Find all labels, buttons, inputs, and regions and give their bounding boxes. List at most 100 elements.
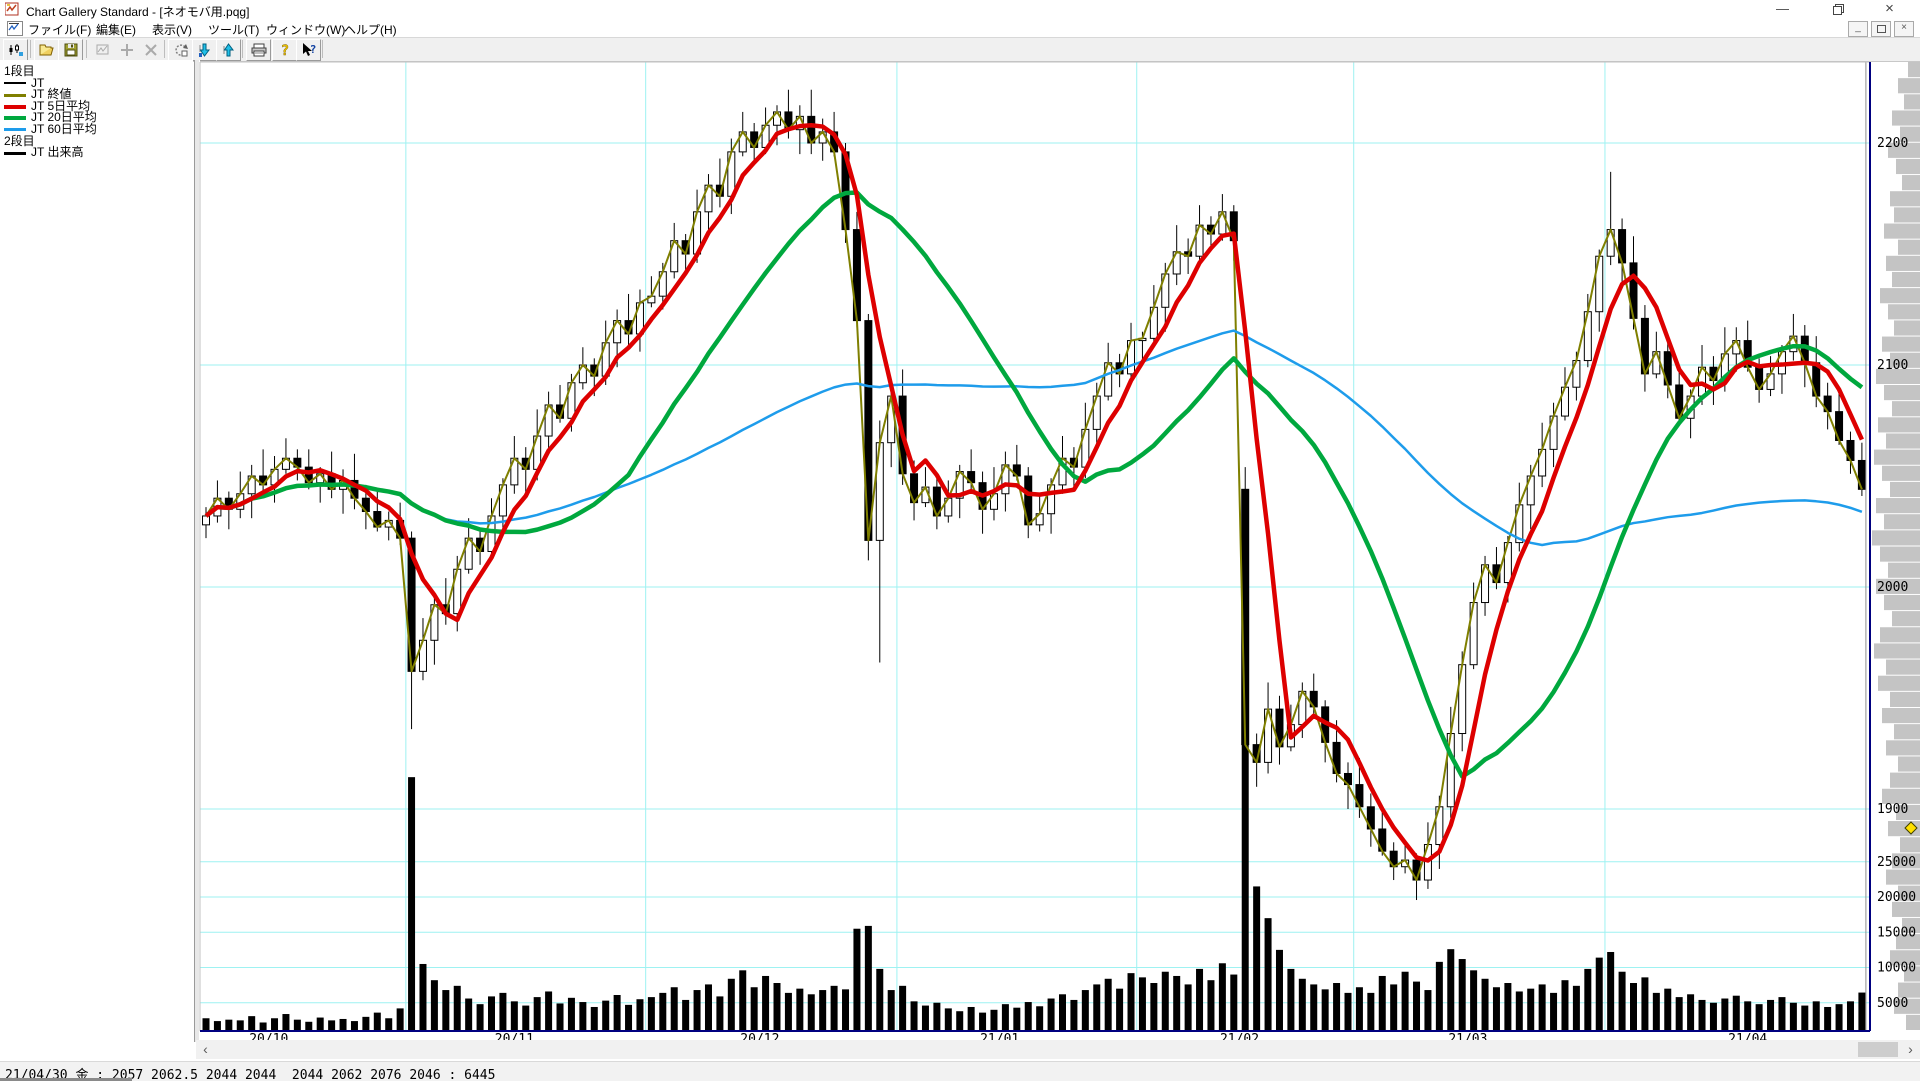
menu-view[interactable]: 表示(V)	[152, 23, 192, 37]
price-axis-label: 2100	[1877, 358, 1908, 373]
volume-profile-bar	[1884, 514, 1920, 530]
candle-body	[750, 131, 759, 148]
help-icon[interactable]: ?	[272, 39, 297, 61]
volume-bar	[704, 984, 712, 1030]
candle-body	[738, 131, 747, 153]
context-help-icon[interactable]: ?	[296, 39, 321, 61]
candle-body	[293, 457, 302, 468]
legend-series-row: JT 20日平均	[4, 111, 97, 123]
scrollbar-thumb[interactable]	[1858, 1042, 1898, 1057]
menu-edit[interactable]: 編集(E)	[96, 23, 136, 37]
volume-bar	[1721, 998, 1729, 1030]
candle-body	[1777, 351, 1786, 375]
volume-axis-label: 15000	[1877, 925, 1916, 940]
candle-body	[578, 364, 587, 384]
volume-bar	[339, 1018, 347, 1030]
menu-file[interactable]: ファイル(F)	[28, 23, 92, 37]
candle-body	[281, 457, 290, 470]
volume-bar	[499, 992, 507, 1030]
close-button[interactable]: ×	[1885, 0, 1894, 17]
volume-profile-bar	[1880, 288, 1920, 304]
candle-body	[1389, 850, 1398, 868]
volume-bar	[1081, 990, 1089, 1030]
legend-label: JT 20日平均	[31, 110, 97, 125]
print-icon[interactable]	[246, 39, 271, 61]
volume-bar	[1755, 1004, 1763, 1030]
volume-bar	[853, 928, 861, 1030]
restore-button[interactable]	[1815, 0, 1860, 19]
candle-body	[1184, 251, 1193, 257]
candle-body	[852, 229, 861, 322]
volume-bar	[887, 990, 895, 1030]
menu-help[interactable]: ヘルプ(H)	[344, 23, 397, 37]
menu-tools[interactable]: ツール(T)	[208, 23, 260, 37]
volume-bar	[1858, 992, 1866, 1030]
upload-data-icon[interactable]	[216, 39, 241, 61]
volume-bar	[1458, 959, 1466, 1030]
volume-bar	[350, 1021, 358, 1030]
close-line	[205, 110, 1863, 882]
volume-profile-bar	[1898, 239, 1920, 255]
volume-profile-bar	[1880, 546, 1920, 562]
candle-body	[1686, 395, 1695, 419]
volume-bar	[830, 985, 838, 1030]
candle-body	[1835, 411, 1844, 441]
volume-bar	[293, 1019, 301, 1030]
minimize-button[interactable]: —	[1776, 1, 1789, 16]
candle-body	[590, 364, 599, 377]
scroll-right-icon[interactable]: ›	[1908, 1041, 1913, 1057]
candle-body	[1515, 504, 1524, 544]
volume-profile-bar	[1884, 594, 1920, 611]
candle-body	[784, 111, 793, 131]
candle-body	[1857, 459, 1866, 490]
volume-bar	[1275, 949, 1283, 1030]
candle-body	[1127, 340, 1136, 375]
volume-bar	[1778, 997, 1786, 1030]
document-icon[interactable]	[7, 21, 23, 36]
mdi-minimize-button[interactable]: _	[1848, 21, 1868, 37]
volume-bar	[522, 1005, 530, 1030]
menu-window[interactable]: ウィンドウ(W)	[266, 23, 346, 37]
volume-profile-bar	[1894, 207, 1920, 223]
candle-body	[601, 342, 610, 377]
horizontal-scrollbar[interactable]: ‹ ›	[196, 1040, 1920, 1059]
volume-bar	[1207, 980, 1215, 1030]
panel-splitter[interactable]	[194, 60, 200, 1042]
legend-line-swatch	[4, 151, 26, 155]
app-icon	[4, 2, 19, 16]
volume-profile-bar	[1890, 772, 1920, 788]
chart-type-icon[interactable]	[3, 39, 28, 61]
candle-body	[1446, 733, 1455, 808]
candle-body	[1229, 211, 1238, 242]
legend-line-swatch	[4, 116, 26, 121]
volume-profile-bar	[1902, 175, 1920, 191]
candle-body	[944, 497, 953, 517]
candle-body	[693, 211, 702, 255]
volume-profile-bar	[1882, 788, 1920, 804]
candle-body	[1743, 340, 1752, 368]
candle-body	[658, 271, 667, 297]
mdi-close-button[interactable]: ×	[1894, 21, 1914, 37]
volume-profile-bar	[1876, 578, 1920, 594]
candle-body	[247, 475, 256, 495]
volume-profile-bar	[1902, 917, 1920, 934]
open-file-icon[interactable]	[34, 39, 59, 61]
candle-body	[1846, 439, 1855, 461]
volume-bar	[1287, 968, 1295, 1030]
refresh-data-icon[interactable]	[168, 39, 193, 61]
mdi-restore-button[interactable]	[1871, 21, 1891, 37]
download-data-icon[interactable]	[192, 39, 217, 61]
candle-body	[361, 497, 370, 513]
candle-body	[1104, 362, 1113, 397]
volume-bar	[864, 925, 872, 1030]
axis-marker-diamond[interactable]	[1904, 821, 1918, 835]
legend-panel-header: 2段目	[4, 135, 35, 147]
candle-body	[1001, 464, 1010, 495]
volume-bar	[1047, 998, 1055, 1030]
scroll-left-icon[interactable]: ‹	[203, 1041, 208, 1057]
save-icon[interactable]	[58, 39, 83, 61]
volume-profile-bar	[1888, 821, 1920, 837]
volume-profile-bar	[1904, 94, 1920, 110]
volume-bar	[979, 1012, 987, 1030]
